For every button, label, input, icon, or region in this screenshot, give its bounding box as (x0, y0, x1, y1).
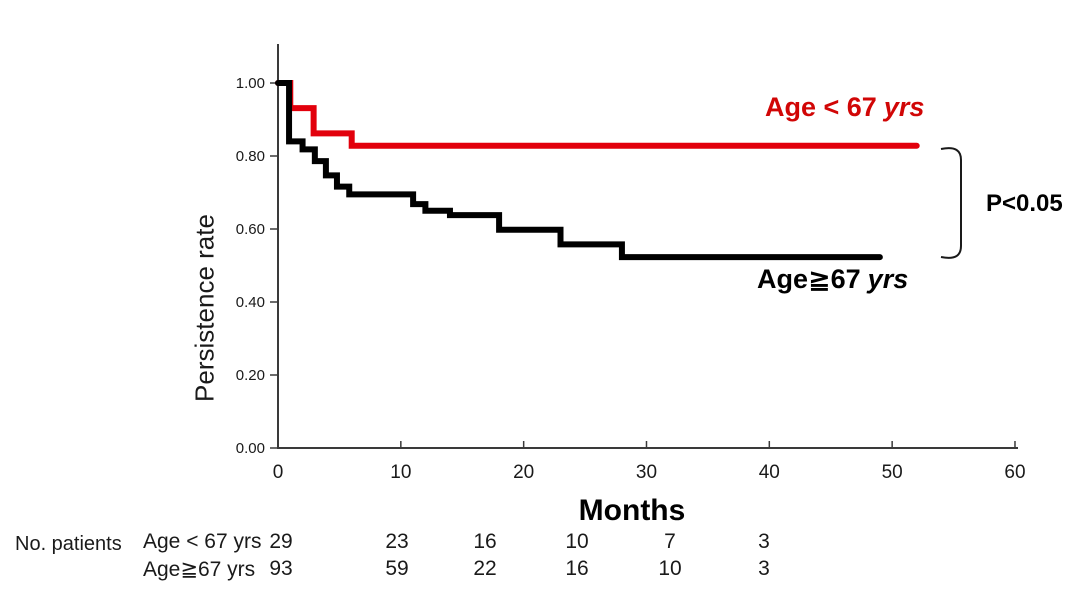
y-tick-label: 0.40 (236, 294, 265, 311)
risk-table-title: No. patients (15, 533, 122, 555)
y-tick-label: 0.00 (236, 440, 265, 457)
risk-count: 10 (565, 530, 589, 553)
x-tick-label: 0 (273, 462, 284, 483)
x-tick-label: 10 (390, 462, 411, 483)
y-tick-label: 0.60 (236, 221, 265, 238)
series-curve-age-67-and-over (275, 80, 883, 261)
series-label-age-67-and-over: Age≧67 yrs (757, 264, 908, 295)
y-tick-label: 0.20 (236, 367, 265, 384)
x-axis-title: Months (578, 494, 686, 527)
risk-count: 23 (385, 530, 409, 553)
x-tick-label: 30 (636, 462, 657, 483)
series-label-age-under-67: Age < 67 yrs (765, 92, 924, 123)
risk-count: 16 (565, 557, 589, 580)
risk-count: 29 (269, 530, 293, 553)
comparison-bracket (940, 147, 962, 259)
y-tick-label: 0.80 (236, 148, 265, 165)
series-label-unit: yrs (867, 264, 909, 294)
risk-count: 7 (664, 530, 676, 553)
y-axis-title: Persistence rate (189, 214, 220, 402)
x-tick-label: 20 (513, 462, 534, 483)
risk-count: 59 (385, 557, 409, 580)
series-label-age-67-and-over-text: Age≧67 (757, 264, 861, 294)
x-tick-label: 60 (1004, 462, 1025, 483)
risk-row: Age≧67 yrs 93 59 22 16 10 3 (0, 557, 1080, 583)
series-label-unit: yrs (883, 92, 925, 122)
risk-row: Age < 67 yrs 29 23 16 10 7 3 (0, 530, 1080, 556)
x-tick-label: 40 (759, 462, 780, 483)
risk-count: 22 (473, 557, 497, 580)
risk-row-label: Age≧67 yrs (143, 558, 256, 581)
risk-count: 3 (758, 530, 770, 553)
p-value-annotation: P<0.05 (986, 190, 1063, 217)
risk-count: 3 (758, 557, 770, 580)
y-tick-label: 1.00 (236, 75, 265, 92)
risk-count: 16 (473, 530, 497, 553)
risk-count: 93 (269, 557, 293, 580)
x-tick-label: 50 (882, 462, 903, 483)
risk-row-label: Age < 67 yrs (143, 530, 262, 553)
risk-count: 10 (658, 557, 682, 580)
series-label-age-under-67-text: Age < 67 (765, 92, 877, 122)
